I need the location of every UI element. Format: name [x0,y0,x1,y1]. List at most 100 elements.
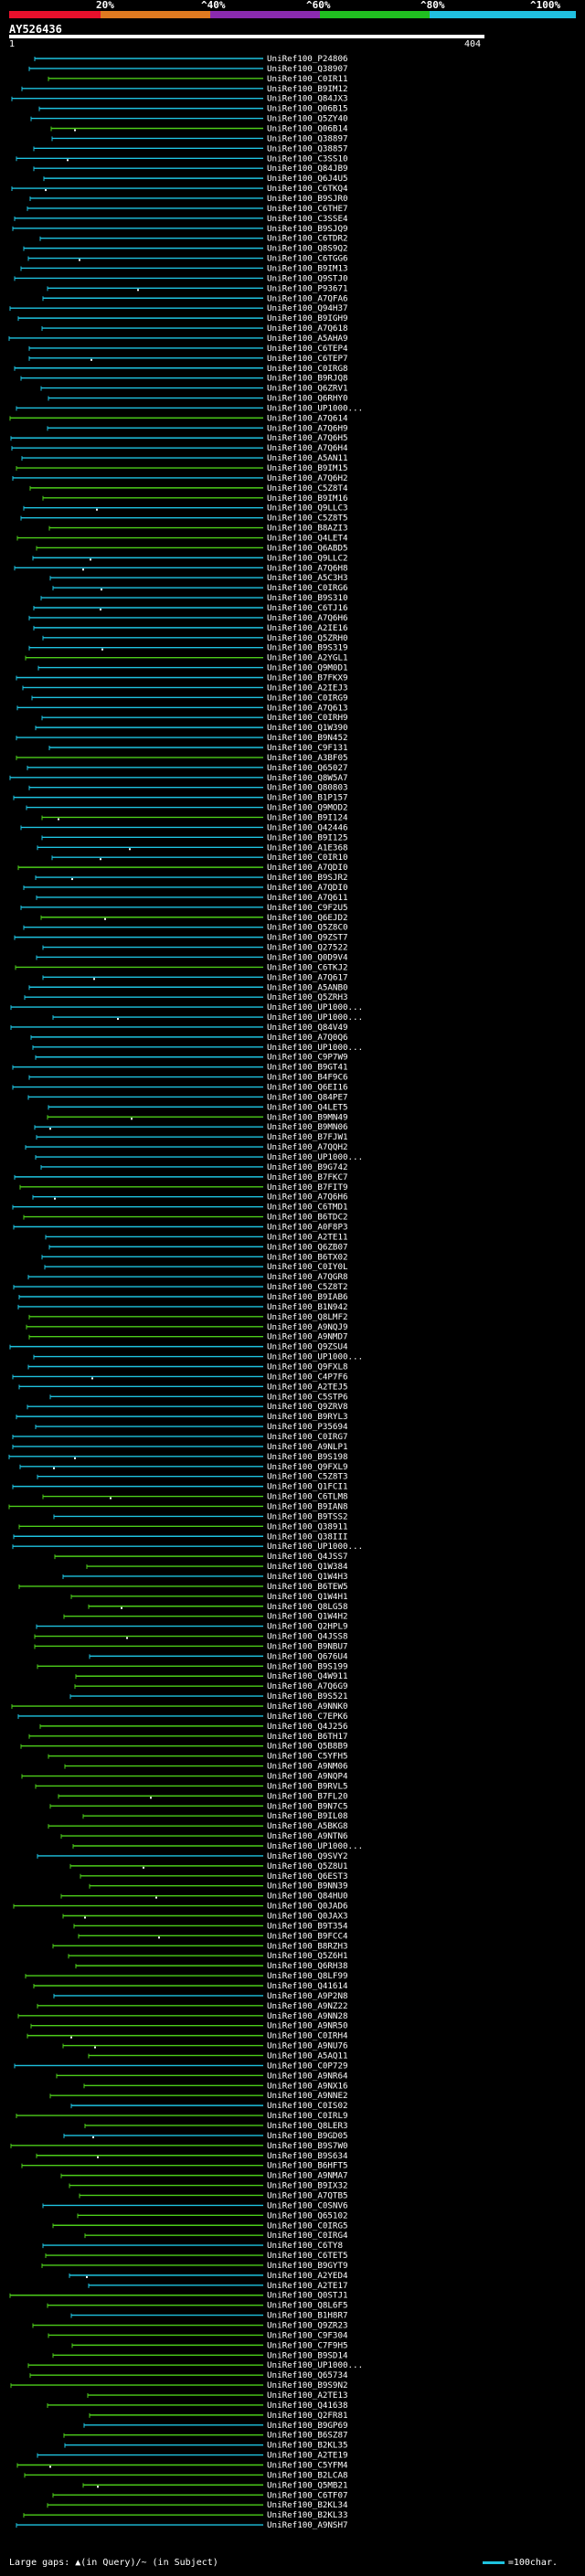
hit-label[interactable]: UniRef100_C6TF07 [267,2490,348,2500]
hit-label[interactable]: UniRef100_Q41638 [267,2401,348,2411]
hit-label[interactable]: UniRef100_C9F2U5 [267,903,348,913]
hit-label[interactable]: UniRef100_C6TLM8 [267,1492,348,1502]
hit-row[interactable]: UniRef100_A9NSH7 [16,2520,348,2530]
hit-label[interactable]: UniRef100_A5AHA9 [267,334,348,344]
hit-label[interactable]: UniRef100_B9IM15 [267,463,348,473]
hit-row[interactable]: UniRef100_C5Z8T4 [29,483,348,493]
hit-row[interactable]: UniRef100_B9S521 [69,1691,348,1701]
hit-label[interactable]: UniRef100_C0IRH9 [267,713,348,723]
hit-label[interactable]: UniRef100_C0IRL9 [267,2111,348,2121]
hit-row[interactable]: UniRef100_Q38857 [33,143,348,154]
hit-row[interactable]: UniRef100_Q5Z6H1 [68,1951,348,1961]
hit-label[interactable]: UniRef100_B9IAB6 [267,1292,348,1302]
hit-row[interactable]: UniRef100_Q65027 [27,763,348,773]
hit-label[interactable]: UniRef100_A2TE11 [267,1232,348,1242]
hit-label[interactable]: UniRef100_UP1000... [267,1002,363,1012]
hit-row[interactable]: UniRef100_B9SJR0 [29,194,348,204]
hit-label[interactable]: UniRef100_Q4LET4 [267,534,348,544]
hit-label[interactable]: UniRef100_A7Q0Q6 [267,1033,348,1043]
hit-row[interactable]: UniRef100_B7FJW1 [36,1132,348,1142]
hit-row[interactable]: UniRef100_C0IRL9 [16,2111,348,2121]
hit-label[interactable]: UniRef100_Q94H37 [267,303,348,313]
hit-row[interactable]: UniRef100_B9SD14 [52,2350,348,2360]
hit-label[interactable]: UniRef100_C0IS02 [267,2101,348,2111]
hit-row[interactable]: UniRef100_C6TEP7 [28,354,348,364]
hit-row[interactable]: UniRef100_A7QQH2 [25,1142,348,1152]
hit-label[interactable]: UniRef100_UP1000... [267,1012,363,1023]
hit-row[interactable]: UniRef100_C3SS10 [16,154,348,164]
hit-label[interactable]: UniRef100_Q9ZR23 [267,2321,348,2331]
hit-row[interactable]: UniRef100_C3SSE4 [14,214,348,224]
hit-row[interactable]: UniRef100_A9NQP4 [21,1772,348,1782]
hit-row[interactable]: UniRef100_B6TH17 [28,1732,348,1742]
hit-label[interactable]: UniRef100_C6TEP4 [267,344,348,354]
hit-label[interactable]: UniRef100_A0F8P3 [267,1223,348,1233]
hit-row[interactable]: UniRef100_A2TE13 [87,2390,348,2401]
hit-row[interactable]: UniRef100_A7Q6H6 [32,1193,348,1203]
hit-row[interactable]: UniRef100_B8RZH3 [52,1941,348,1951]
hit-label[interactable]: UniRef100_Q6ABD5 [267,543,348,553]
hit-label[interactable]: UniRef100_C0IRG4 [267,2231,348,2241]
hit-row[interactable]: UniRef100_A2YGL1 [25,653,348,663]
hit-label[interactable]: UniRef100_A9NLP1 [267,1442,348,1452]
hit-label[interactable]: UniRef100_C7F9H5 [267,2340,348,2350]
hit-label[interactable]: UniRef100_A7QDI0 [267,883,348,893]
hit-row[interactable]: UniRef100_B9GP69 [83,2421,348,2431]
hit-row[interactable]: UniRef100_Q6RHY0 [48,394,348,404]
hit-row[interactable]: UniRef100_C0IRG4 [84,2231,348,2241]
hit-row[interactable]: UniRef100_A9P2N8 [53,1991,348,2001]
hit-label[interactable]: UniRef100_C0IY0L [267,1262,348,1272]
hit-label[interactable]: UniRef100_Q1W4H3 [267,1572,348,1582]
hit-row[interactable]: UniRef100_Q0D9V4 [36,952,348,962]
hit-row[interactable]: UniRef100_B6TX02 [41,1252,348,1262]
hit-row[interactable]: UniRef100_Q8L6F5 [47,2301,348,2311]
hit-label[interactable]: UniRef100_C6TJ16 [267,603,348,613]
hit-label[interactable]: UniRef100_A7Q6H9 [267,423,348,433]
hit-row[interactable]: UniRef100_A5AN11 [21,453,348,463]
hit-label[interactable]: UniRef100_B7FJW1 [267,1132,348,1142]
hit-row[interactable]: UniRef100_A7Q617 [42,972,348,982]
hit-row[interactable]: UniRef100_C0IY0L [44,1262,348,1272]
hit-row[interactable]: UniRef100_Q5B8B9 [20,1742,348,1752]
hit-label[interactable]: UniRef100_Q06B15 [267,104,348,114]
hit-row[interactable]: UniRef100_B9TSS2 [53,1511,348,1521]
hit-row[interactable]: UniRef100_C4P7F6 [12,1372,348,1382]
hit-row[interactable]: UniRef100_Q0STJ1 [9,2291,348,2301]
hit-label[interactable]: UniRef100_Q4J256 [267,1722,348,1732]
hit-row[interactable]: UniRef100_A2TE19 [37,2451,348,2461]
hit-label[interactable]: UniRef100_B9MN49 [267,1112,348,1122]
hit-row[interactable]: UniRef100_C5STP6 [49,1392,348,1402]
hit-row[interactable]: UniRef100_B9N452 [16,733,348,743]
hit-label[interactable]: UniRef100_B9T354 [267,1921,348,1931]
hit-label[interactable]: UniRef100_C5Z8T3 [267,1472,348,1482]
hit-row[interactable]: UniRef100_B1H8R7 [70,2311,348,2321]
hit-label[interactable]: UniRef100_Q0STJ1 [267,2291,348,2301]
hit-label[interactable]: UniRef100_Q4JSS7 [267,1552,348,1562]
hit-row[interactable]: UniRef100_A9NNK0 [11,1701,348,1712]
hit-row[interactable]: UniRef100_Q1W4H2 [63,1612,348,1622]
hit-row[interactable]: UniRef100_C0SNV6 [42,2200,348,2210]
hit-label[interactable]: UniRef100_Q38907 [267,64,348,74]
hit-row[interactable]: UniRef100_B6SZ87 [63,2431,348,2441]
hit-row[interactable]: UniRef100_Q0JAX3 [62,1912,348,1922]
hit-row[interactable]: UniRef100_B9S319 [28,643,348,653]
hit-row[interactable]: UniRef100_Q6J4U5 [43,174,348,184]
hit-row[interactable]: UniRef100_Q9FXL8 [27,1362,348,1372]
hit-label[interactable]: UniRef100_A9NTN6 [267,1831,348,1841]
hit-row[interactable]: UniRef100_Q65102 [77,2210,348,2221]
hit-label[interactable]: UniRef100_A7QFA6 [267,293,348,303]
hit-label[interactable]: UniRef100_Q0JAX3 [267,1912,348,1922]
hit-row[interactable]: UniRef100_C6TF07 [52,2490,348,2500]
hit-label[interactable]: UniRef100_Q6EST3 [267,1871,348,1882]
hit-row[interactable]: UniRef100_B8AZI3 [48,524,348,534]
hit-label[interactable]: UniRef100_Q38III [267,1532,348,1542]
hit-label[interactable]: UniRef100_A2TEJ5 [267,1382,348,1392]
hit-row[interactable]: UniRef100_C6TDR2 [39,234,348,244]
hit-row[interactable]: UniRef100_A9NZ22 [37,2001,348,2011]
hit-label[interactable]: UniRef100_P24806 [267,55,348,64]
hit-row[interactable]: UniRef100_B9RVL5 [35,1781,348,1791]
hit-row[interactable]: UniRef100_Q5ZRH0 [42,633,348,643]
hit-row[interactable]: UniRef100_Q65734 [29,2370,348,2380]
hit-label[interactable]: UniRef100_A7QTB5 [267,2190,348,2200]
hit-row[interactable]: UniRef100_Q9M0D1 [37,663,348,673]
